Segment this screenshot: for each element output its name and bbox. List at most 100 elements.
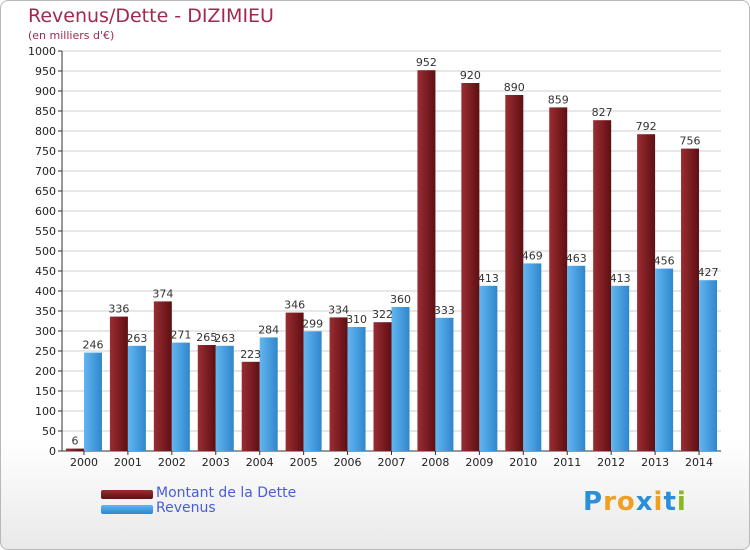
legend-label-revenus: Revenus <box>156 500 216 516</box>
data-label: 920 <box>460 69 481 82</box>
y-tick-label: 750 <box>35 145 56 158</box>
y-tick-label: 500 <box>35 245 56 258</box>
data-label: 413 <box>478 272 499 285</box>
data-label: 265 <box>196 331 217 344</box>
data-label: 463 <box>566 252 587 265</box>
logo-letter: t <box>663 487 677 517</box>
bar-dette <box>681 148 700 451</box>
logo-letter: P <box>583 487 604 517</box>
bar-revenus <box>347 327 366 451</box>
logo-letter: x <box>635 487 654 517</box>
x-tick-label: 2004 <box>246 456 274 469</box>
bar-chart: 0 50 100 150 200 250 300 350 400 450 500 550 600 650 7… <box>28 45 721 469</box>
y-tick-label: 1000 <box>28 45 56 58</box>
data-label: 890 <box>504 81 525 94</box>
data-label: 333 <box>434 304 455 317</box>
y-tick-label: 250 <box>35 345 56 358</box>
data-label: 827 <box>592 106 613 119</box>
bar-dette <box>549 107 568 452</box>
data-label: 284 <box>258 323 279 336</box>
data-label: 6 <box>71 435 78 448</box>
y-tick-label: 400 <box>35 285 56 298</box>
bar-revenus <box>215 345 234 451</box>
data-label: 360 <box>390 293 411 306</box>
data-label: 336 <box>108 303 129 316</box>
data-label: 263 <box>126 332 147 345</box>
bars <box>65 70 718 452</box>
bar-dette <box>241 361 260 451</box>
bar-dette <box>153 301 172 451</box>
y-tick-label: 900 <box>35 85 56 98</box>
bar-revenus <box>259 337 278 451</box>
bar-dette <box>373 322 392 451</box>
bar-dette <box>65 448 84 451</box>
y-tick-label: 50 <box>42 425 56 438</box>
axes: 0 50 100 150 200 250 300 350 400 450 500 550 600 650 7… <box>28 45 721 469</box>
x-tick-label: 2005 <box>290 456 318 469</box>
y-tick-label: 550 <box>35 225 56 238</box>
x-tick-label: 2003 <box>202 456 230 469</box>
bar-dette <box>593 120 612 451</box>
data-label: 374 <box>152 287 173 300</box>
bar-revenus <box>83 352 102 451</box>
x-tick-label: 2006 <box>334 456 362 469</box>
bar-dette <box>417 70 436 451</box>
bar-dette <box>285 312 304 451</box>
y-tick-label: 600 <box>35 205 56 218</box>
bar-revenus <box>523 263 542 451</box>
y-tick-label: 650 <box>35 185 56 198</box>
bar-dette <box>329 317 348 451</box>
bar-revenus <box>127 345 146 451</box>
data-label: 859 <box>548 93 569 106</box>
bar-revenus <box>479 285 498 451</box>
bar-revenus <box>435 317 454 451</box>
x-tick-label: 2012 <box>597 456 625 469</box>
x-tick-label: 2002 <box>158 456 186 469</box>
y-tick-label: 0 <box>49 445 56 458</box>
legend-swatch-revenus <box>101 505 153 514</box>
data-label: 469 <box>522 249 543 262</box>
chart-subtitle: (en milliers d'€) <box>28 29 115 42</box>
bar-revenus <box>699 280 718 451</box>
legend-swatch-dette <box>101 490 153 499</box>
data-label: 223 <box>240 348 261 361</box>
data-label: 271 <box>170 329 191 342</box>
bar-revenus <box>303 331 322 451</box>
y-tick-label: 300 <box>35 325 56 338</box>
y-tick-label: 100 <box>35 405 56 418</box>
y-tick-label: 850 <box>35 105 56 118</box>
x-tick-label: 2001 <box>114 456 142 469</box>
data-label: 346 <box>284 299 305 312</box>
data-label: 263 <box>214 332 235 345</box>
data-label: 310 <box>346 313 367 326</box>
x-tick-label: 2011 <box>553 456 581 469</box>
data-label: 246 <box>82 339 103 352</box>
y-tick-label: 700 <box>35 165 56 178</box>
x-tick-label: 2000 <box>70 456 98 469</box>
y-tick-label: 950 <box>35 65 56 78</box>
bar-dette <box>461 83 480 451</box>
data-label: 334 <box>328 303 349 316</box>
bar-revenus <box>567 265 586 451</box>
chart-title: Revenus/Dette - DIZIMIEU <box>28 5 274 27</box>
x-tick-label: 2008 <box>421 456 449 469</box>
x-tick-label: 2013 <box>641 456 669 469</box>
data-label: 456 <box>654 255 675 268</box>
data-label: 413 <box>610 272 631 285</box>
bar-revenus <box>611 285 630 451</box>
y-tick-label: 800 <box>35 125 56 138</box>
bar-dette <box>637 134 656 451</box>
logo-letter: i <box>676 487 687 517</box>
bar-dette <box>197 345 216 451</box>
bar-revenus <box>391 307 410 451</box>
x-tick-label: 2014 <box>685 456 713 469</box>
data-label: 756 <box>680 135 701 148</box>
data-label: 792 <box>636 120 657 133</box>
data-label: 299 <box>302 317 323 330</box>
logo-letter: i <box>653 487 664 517</box>
bar-dette <box>109 316 128 451</box>
y-tick-label: 200 <box>35 365 56 378</box>
proxiti-logo: Proxiti <box>583 487 687 517</box>
legend-label-dette: Montant de la Dette <box>156 485 297 501</box>
